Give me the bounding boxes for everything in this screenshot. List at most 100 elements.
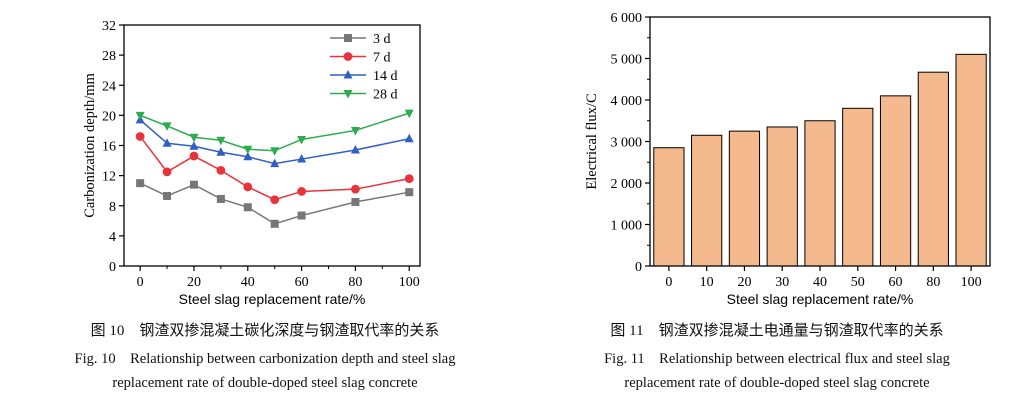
y-tick-label: 12 bbox=[102, 170, 116, 185]
y-tick-label: 6 000 bbox=[611, 11, 643, 26]
x-tick-label: 60 bbox=[295, 275, 309, 290]
legend-label: 28 d bbox=[373, 88, 398, 103]
fig11-caption-en-line1: Fig. 11 Relationship between electrical … bbox=[604, 351, 950, 367]
x-tick-label: 60 bbox=[889, 275, 903, 290]
series-7d bbox=[135, 132, 414, 205]
data-point bbox=[270, 158, 280, 168]
data-point bbox=[405, 188, 414, 197]
data-point bbox=[404, 109, 414, 119]
legend-label: 14 d bbox=[373, 69, 398, 84]
data-point bbox=[350, 126, 360, 136]
y-tick-label: 0 bbox=[635, 260, 642, 275]
data-point bbox=[162, 138, 172, 147]
bar bbox=[917, 71, 949, 267]
bar bbox=[804, 120, 836, 267]
y-tick-label: 24 bbox=[102, 79, 116, 94]
y-axis-label: Carbonization depth/mm bbox=[82, 72, 98, 217]
fig10-caption-cn: 图 10 钢渣双掺混凝土碳化深度与钢渣取代率的关系 bbox=[90, 323, 440, 339]
data-point bbox=[189, 141, 199, 150]
carbonization-line-chart: 0 4 8 12 16 20 24 28 32 0 20 40 60 80 100 Steel slag re… bbox=[82, 19, 421, 307]
legend-marker bbox=[343, 90, 353, 99]
data-point bbox=[351, 184, 360, 194]
fig11-caption-en-line2: replacement rate of double-doped steel s… bbox=[624, 375, 930, 391]
x-axis-label: Steel slag replacement rate/% bbox=[727, 291, 914, 307]
x-tick-label: 80 bbox=[926, 275, 940, 290]
legend-marker bbox=[343, 52, 353, 61]
y-tick-label: 4 000 bbox=[611, 94, 643, 109]
legend-item: 7 d bbox=[330, 51, 391, 66]
bar bbox=[955, 53, 987, 267]
series-14d bbox=[135, 114, 414, 168]
y-tick-label: 2 000 bbox=[611, 177, 643, 192]
x-tick-label: 50 bbox=[851, 275, 865, 290]
data-point bbox=[162, 167, 172, 177]
data-point bbox=[270, 219, 279, 228]
bar bbox=[842, 107, 874, 267]
x-tick-label: 80 bbox=[348, 275, 362, 290]
x-tick-label: 100 bbox=[961, 275, 982, 290]
fig10-caption-en-line1: Fig. 10 Relationship between carbonizati… bbox=[74, 351, 456, 367]
legend-item: 3 d bbox=[330, 32, 391, 47]
fig11-caption: 图 11 钢渣双掺混凝土电通量与钢渣取代率的关系 Fig. 11 Relatio… bbox=[530, 321, 1024, 395]
data-point bbox=[297, 135, 307, 145]
x-tick-label: 0 bbox=[665, 275, 672, 290]
y-tick-label: 16 bbox=[102, 140, 116, 155]
data-point bbox=[404, 174, 414, 184]
data-point bbox=[216, 147, 226, 156]
y-tick-label: 5 000 bbox=[611, 53, 643, 68]
fig10-caption: 图 10 钢渣双掺混凝土碳化深度与钢渣取代率的关系 Fig. 10 Relati… bbox=[0, 321, 530, 395]
bar bbox=[766, 126, 798, 267]
data-point bbox=[189, 151, 199, 161]
x-tick-label: 100 bbox=[399, 275, 420, 290]
legend-label: 3 d bbox=[373, 32, 391, 47]
legend-label: 7 d bbox=[373, 51, 391, 66]
data-point bbox=[189, 180, 198, 189]
data-point bbox=[350, 145, 360, 154]
data-point bbox=[243, 151, 253, 161]
data-point bbox=[216, 194, 225, 203]
series-28d bbox=[135, 109, 414, 156]
data-point bbox=[243, 145, 253, 155]
x-tick-label: 40 bbox=[241, 275, 255, 290]
legend-item: 14 d bbox=[330, 69, 398, 84]
fig10-caption-en-line2: replacement rate of double-doped steel s… bbox=[112, 375, 418, 391]
data-point bbox=[297, 211, 306, 220]
x-tick-label: 20 bbox=[737, 275, 751, 290]
data-point bbox=[270, 147, 280, 156]
data-point bbox=[216, 165, 226, 175]
data-point bbox=[162, 122, 172, 131]
data-point bbox=[270, 195, 280, 205]
x-tick-label: 30 bbox=[775, 275, 789, 290]
x-tick-label: 0 bbox=[137, 275, 144, 290]
y-axis-label: Electrical flux/C bbox=[584, 93, 600, 189]
data-point bbox=[135, 132, 145, 141]
legend-item: 28 d bbox=[330, 88, 398, 103]
data-point bbox=[163, 191, 172, 200]
series-3d bbox=[136, 179, 414, 228]
x-tick-label: 10 bbox=[700, 275, 714, 290]
data-point bbox=[216, 136, 226, 146]
y-tick-label: 20 bbox=[102, 109, 116, 124]
y-tick-label: 32 bbox=[102, 19, 116, 34]
bar bbox=[728, 130, 761, 267]
data-point bbox=[351, 197, 360, 206]
data-point bbox=[243, 182, 253, 192]
x-tick-label: 40 bbox=[813, 275, 827, 290]
y-tick-label: 0 bbox=[109, 260, 116, 275]
y-tick-label: 4 bbox=[109, 230, 116, 245]
x-tick-label: 20 bbox=[187, 275, 201, 290]
data-point bbox=[243, 203, 252, 212]
bar bbox=[691, 134, 723, 267]
bar bbox=[653, 147, 685, 267]
data-point bbox=[136, 179, 145, 188]
legend: 3 d 7 d 14 d 28 d bbox=[330, 32, 398, 103]
data-point bbox=[297, 154, 307, 163]
bar bbox=[879, 95, 912, 267]
fig11-caption-cn: 图 11 钢渣双掺混凝土电通量与钢渣取代率的关系 bbox=[610, 323, 944, 339]
legend-marker bbox=[343, 70, 353, 79]
data-point bbox=[189, 133, 199, 143]
data-point bbox=[297, 187, 306, 196]
y-tick-label: 1 000 bbox=[611, 219, 643, 234]
legend-marker bbox=[344, 34, 352, 42]
